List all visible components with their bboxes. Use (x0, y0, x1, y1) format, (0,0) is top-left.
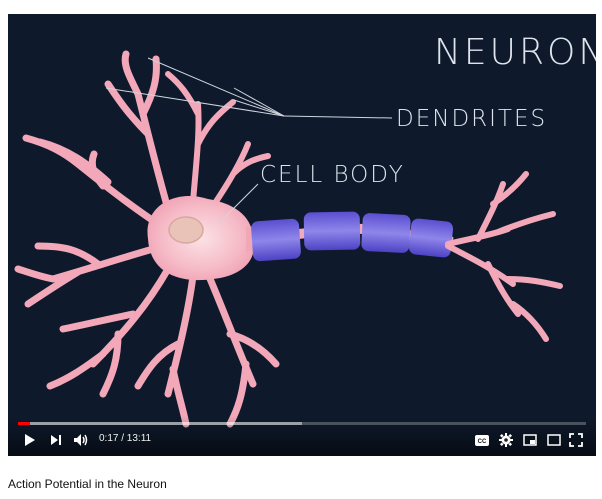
fullscreen-icon (569, 433, 583, 447)
scene-title: NEURON (434, 32, 596, 73)
label-pointers (105, 57, 393, 225)
play-button[interactable] (22, 431, 38, 449)
cell-body-label: CELL BODY (260, 162, 405, 188)
myelin-sheath (251, 211, 454, 262)
play-icon (25, 434, 35, 446)
video-title: Action Potential in the Neuron (8, 477, 167, 491)
video-player[interactable]: NEURON DENDRITES CELL BODY 0:17 / 13:11 … (8, 14, 596, 456)
next-button[interactable] (48, 431, 64, 449)
miniplayer-icon (523, 434, 537, 446)
theater-mode-icon (547, 434, 561, 446)
volume-button[interactable] (72, 431, 90, 449)
buffered-bar (18, 422, 302, 425)
miniplayer-button[interactable] (522, 431, 538, 449)
gear-icon (499, 433, 513, 447)
time-display: 0:17 / 13:11 (99, 433, 152, 444)
cell-body (147, 195, 254, 281)
volume-icon (74, 434, 88, 446)
dendrites-label: DENDRITES (396, 106, 548, 132)
next-icon (51, 435, 61, 445)
theater-mode-button[interactable] (546, 431, 562, 449)
progress-bar[interactable] (18, 422, 586, 425)
fullscreen-button[interactable] (568, 431, 584, 449)
progress-fill (18, 422, 31, 425)
captions-button[interactable]: CC (474, 431, 490, 449)
nucleus (168, 216, 204, 244)
dendrites (14, 50, 280, 428)
player-controls: 0:17 / 13:11 CC (8, 416, 596, 456)
neuron-illustration (14, 50, 563, 428)
svg-text:CC: CC (478, 439, 487, 445)
axon-terminals (445, 171, 563, 342)
settings-button[interactable] (498, 431, 514, 449)
captions-icon: CC (475, 434, 489, 446)
